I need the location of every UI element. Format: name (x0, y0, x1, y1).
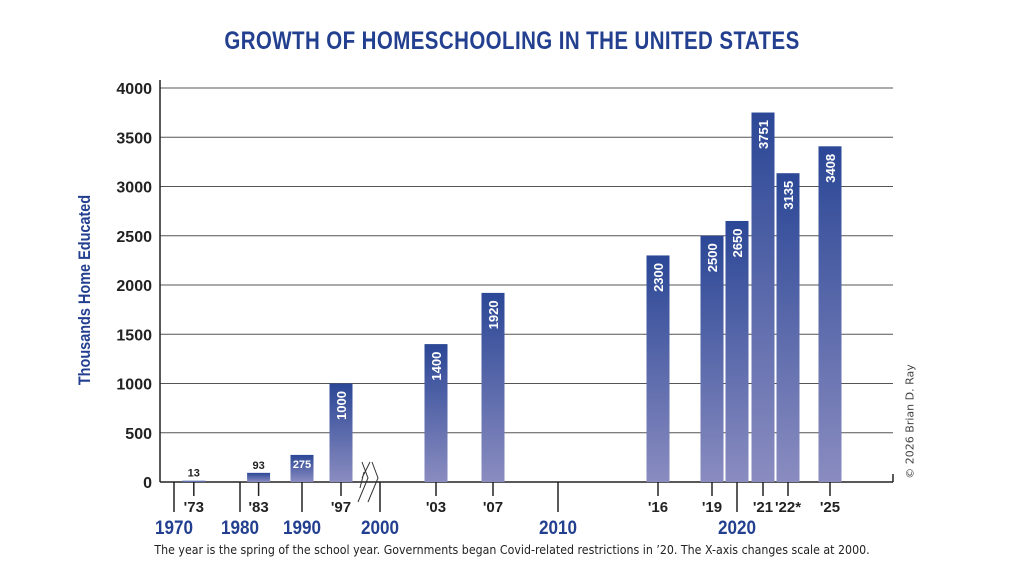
bar (725, 220, 749, 482)
data-label: 93 (252, 460, 264, 472)
bar (182, 480, 206, 482)
year-tick-label: '97 (331, 499, 351, 516)
y-tick-label: 4000 (116, 81, 152, 98)
y-tick-label: 1000 (116, 377, 152, 394)
year-tick-label: '16 (648, 499, 668, 516)
axis-break-mark (359, 461, 371, 489)
axis-break-mark (367, 461, 379, 503)
data-label: 13 (188, 468, 200, 480)
decade-label: 2000 (361, 517, 399, 538)
year-tick-label: '21 (753, 499, 773, 516)
bar (424, 344, 448, 482)
decade-label: 2010 (539, 517, 577, 538)
data-label: 3751 (756, 120, 771, 149)
bar (329, 383, 353, 482)
decade-label: 1990 (283, 517, 321, 538)
y-tick-label: 2500 (116, 229, 152, 246)
y-tick-label: 500 (125, 426, 152, 443)
caption: The year is the spring of the school yea… (154, 543, 870, 557)
chart-title: GROWTH OF HOMESCHOOLING IN THE UNITED ST… (224, 27, 800, 55)
bar (481, 292, 505, 482)
bar (290, 454, 314, 482)
data-label: 275 (293, 459, 311, 471)
y-tick-label: 0 (143, 475, 152, 492)
y-tick-label: 2000 (116, 278, 152, 295)
data-label: 2650 (730, 229, 745, 258)
bar (818, 146, 842, 482)
data-label: 2500 (705, 243, 720, 272)
year-tick-label: '19 (702, 499, 722, 516)
decade-label: 1970 (155, 517, 193, 538)
y-tick-label: 3500 (116, 130, 152, 147)
data-label: 3135 (781, 181, 796, 210)
y-tick-label: 1500 (116, 327, 152, 344)
decade-label: 2020 (718, 517, 756, 538)
data-label: 1000 (334, 391, 349, 420)
year-tick-label: '07 (483, 499, 503, 516)
year-tick-label: '83 (248, 499, 268, 516)
data-label: 1920 (486, 300, 501, 329)
axis-break-mark (357, 461, 369, 503)
bar (776, 173, 800, 482)
year-tick-label: '22* (775, 499, 801, 516)
year-tick-label: '03 (426, 499, 446, 516)
bar (247, 472, 271, 482)
data-label: 3408 (823, 154, 838, 183)
decade-label: 1980 (221, 517, 259, 538)
bar (646, 255, 670, 482)
year-tick-label: '25 (820, 499, 840, 516)
data-label: 2300 (651, 263, 666, 292)
year-tick-label: '73 (184, 499, 204, 516)
data-label: 1400 (429, 352, 444, 381)
bar (700, 235, 724, 482)
bar (751, 112, 775, 483)
y-tick-label: 3000 (116, 180, 152, 197)
